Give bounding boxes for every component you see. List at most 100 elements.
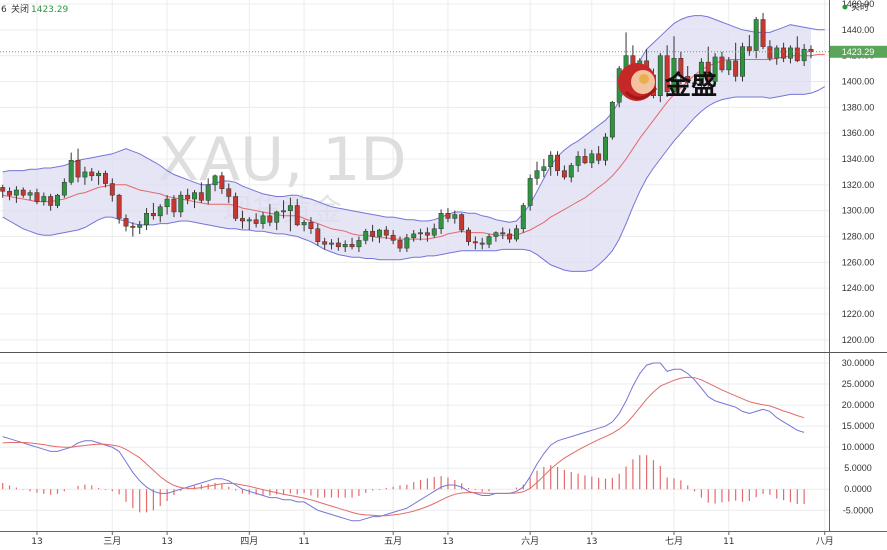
candle[interactable]: [534, 161, 540, 185]
candle[interactable]: [150, 202, 156, 220]
candle[interactable]: [103, 170, 108, 188]
candle[interactable]: [7, 187, 12, 201]
candle[interactable]: [767, 40, 773, 61]
candle[interactable]: [178, 191, 184, 218]
candle[interactable]: [89, 168, 95, 181]
candle[interactable]: [198, 182, 204, 203]
candle[interactable]: [335, 237, 341, 251]
candle[interactable]: [479, 237, 485, 250]
candle[interactable]: [760, 13, 766, 50]
candle[interactable]: [568, 162, 574, 183]
candle[interactable]: [794, 36, 800, 63]
candle[interactable]: [555, 151, 560, 176]
candle[interactable]: [212, 174, 218, 192]
candle[interactable]: [740, 42, 745, 82]
candle[interactable]: [719, 51, 725, 73]
candle[interactable]: [514, 224, 519, 242]
candle[interactable]: [0, 184, 6, 198]
candle[interactable]: [589, 149, 595, 169]
macd-line[interactable]: [2, 362, 805, 522]
candle[interactable]: [41, 192, 47, 206]
candle[interactable]: [548, 151, 554, 176]
candle[interactable]: [322, 237, 328, 250]
candle[interactable]: [349, 237, 355, 250]
candle[interactable]: [561, 165, 567, 180]
candle[interactable]: [144, 208, 150, 231]
candle[interactable]: [315, 223, 321, 246]
candle[interactable]: [61, 178, 67, 198]
time-axis[interactable]: 13 三月 13 四月 11 五月 13 六月 13 七月 11 八月: [31, 531, 834, 547]
candle[interactable]: [541, 159, 547, 178]
candle[interactable]: [596, 146, 602, 165]
candle[interactable]: [424, 227, 430, 242]
macd-panel[interactable]: [2, 362, 805, 522]
candle[interactable]: [520, 202, 526, 233]
candle[interactable]: [13, 186, 19, 203]
candle[interactable]: [294, 199, 300, 227]
candle[interactable]: [472, 236, 478, 250]
candle[interactable]: [411, 230, 417, 242]
candle[interactable]: [185, 188, 191, 205]
candle[interactable]: [801, 44, 807, 66]
candle[interactable]: [164, 195, 170, 215]
candle[interactable]: [712, 53, 718, 87]
macd-axis[interactable]: -5.0000 0.0000 5.0000 10.0000 15.0000 20.0000…: [842, 358, 875, 515]
candle[interactable]: [329, 239, 334, 250]
candle[interactable]: [664, 45, 670, 97]
candle[interactable]: [705, 46, 711, 88]
candle[interactable]: [342, 240, 348, 252]
candle[interactable]: [671, 36, 677, 95]
candle[interactable]: [253, 213, 259, 228]
candle[interactable]: [233, 192, 239, 221]
bollinger-upper-line[interactable]: [2, 15, 825, 223]
candle[interactable]: [75, 148, 81, 183]
candle[interactable]: [527, 174, 533, 211]
candle[interactable]: [240, 210, 245, 229]
candle[interactable]: [267, 204, 273, 227]
candle[interactable]: [657, 53, 663, 103]
candle[interactable]: [301, 219, 307, 232]
candle[interactable]: [55, 193, 60, 209]
candle[interactable]: [287, 197, 293, 232]
candle[interactable]: [603, 133, 608, 166]
candle[interactable]: [788, 45, 793, 64]
candle[interactable]: [726, 56, 732, 76]
realtime-label[interactable]: 实时: [851, 1, 869, 13]
candle[interactable]: [575, 151, 581, 172]
candle[interactable]: [582, 148, 588, 165]
candle[interactable]: [260, 211, 266, 229]
candle[interactable]: [246, 217, 252, 231]
candle[interactable]: [123, 214, 129, 232]
candle[interactable]: [452, 210, 458, 224]
candle[interactable]: [774, 45, 780, 65]
candle[interactable]: [500, 227, 506, 240]
candle[interactable]: [68, 152, 74, 185]
candle[interactable]: [171, 195, 177, 218]
candle[interactable]: [431, 223, 437, 238]
candle[interactable]: [390, 230, 396, 245]
candle[interactable]: [733, 42, 739, 82]
candle[interactable]: [356, 236, 362, 253]
candle[interactable]: [404, 233, 410, 252]
candle[interactable]: [418, 228, 424, 241]
candle[interactable]: [486, 233, 492, 249]
candle[interactable]: [27, 190, 33, 201]
candle[interactable]: [383, 226, 389, 240]
candle[interactable]: [685, 66, 691, 87]
candle[interactable]: [137, 221, 143, 234]
candle[interactable]: [466, 227, 471, 246]
candle[interactable]: [678, 51, 684, 85]
candle[interactable]: [308, 217, 314, 234]
candle[interactable]: [219, 171, 225, 194]
candle[interactable]: [20, 187, 26, 198]
candle[interactable]: [370, 224, 376, 242]
candle[interactable]: [205, 178, 211, 205]
candle[interactable]: [48, 193, 54, 211]
candle[interactable]: [34, 188, 40, 205]
candle[interactable]: [698, 58, 704, 91]
candle[interactable]: [609, 100, 615, 140]
candle[interactable]: [192, 190, 197, 209]
candle[interactable]: [157, 204, 163, 223]
candle[interactable]: [281, 200, 287, 219]
candle[interactable]: [116, 193, 122, 224]
